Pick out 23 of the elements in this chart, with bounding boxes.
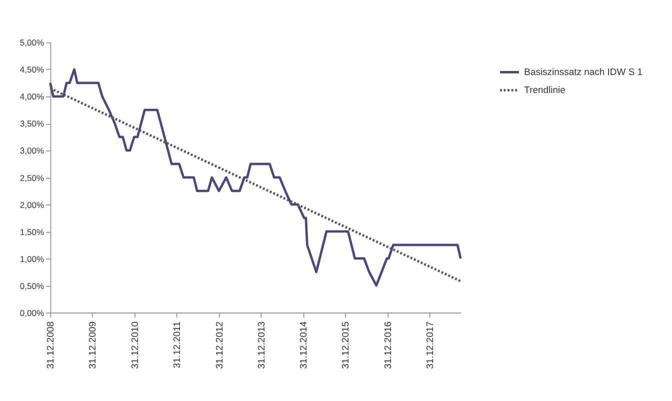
x-tick-label: 31.12.2011: [172, 322, 183, 368]
y-tick-label: 2,50%: [20, 172, 44, 183]
y-tick-label: 3,00%: [20, 146, 44, 156]
y-tick-label: 3,50%: [20, 118, 44, 129]
y-tick-label: 4,00%: [20, 92, 44, 102]
y-tick-label: 2,00%: [20, 200, 44, 210]
x-tick-label: 31.12.2010: [130, 322, 141, 369]
x-tick-label: 31.12.2015: [340, 322, 352, 369]
x-tick-label: 31.12.2012: [214, 322, 226, 369]
y-tick-label: 1,00%: [20, 254, 44, 264]
legend-label: Basiszinssatz nach IDW S 1: [524, 67, 643, 78]
y-tick-label: 1,50%: [20, 226, 44, 237]
x-tick-label: 31.12.2016: [382, 322, 394, 369]
x-tick-label: 31.12.2008: [46, 322, 57, 369]
x-tick-label: 31.12.2014: [298, 322, 310, 369]
x-tick-label: 31.12.2009: [88, 322, 99, 369]
y-tick-label: 0,00%: [20, 308, 44, 318]
legend-label: Trendlinie: [524, 85, 566, 96]
x-tick-label: 31.12.2017: [425, 322, 436, 369]
x-tick-label: 31.12.2013: [256, 322, 268, 369]
y-tick-label: 4,50%: [20, 64, 44, 75]
y-tick-label: 5,00%: [20, 38, 44, 48]
y-tick-label: 0,50%: [20, 280, 44, 291]
